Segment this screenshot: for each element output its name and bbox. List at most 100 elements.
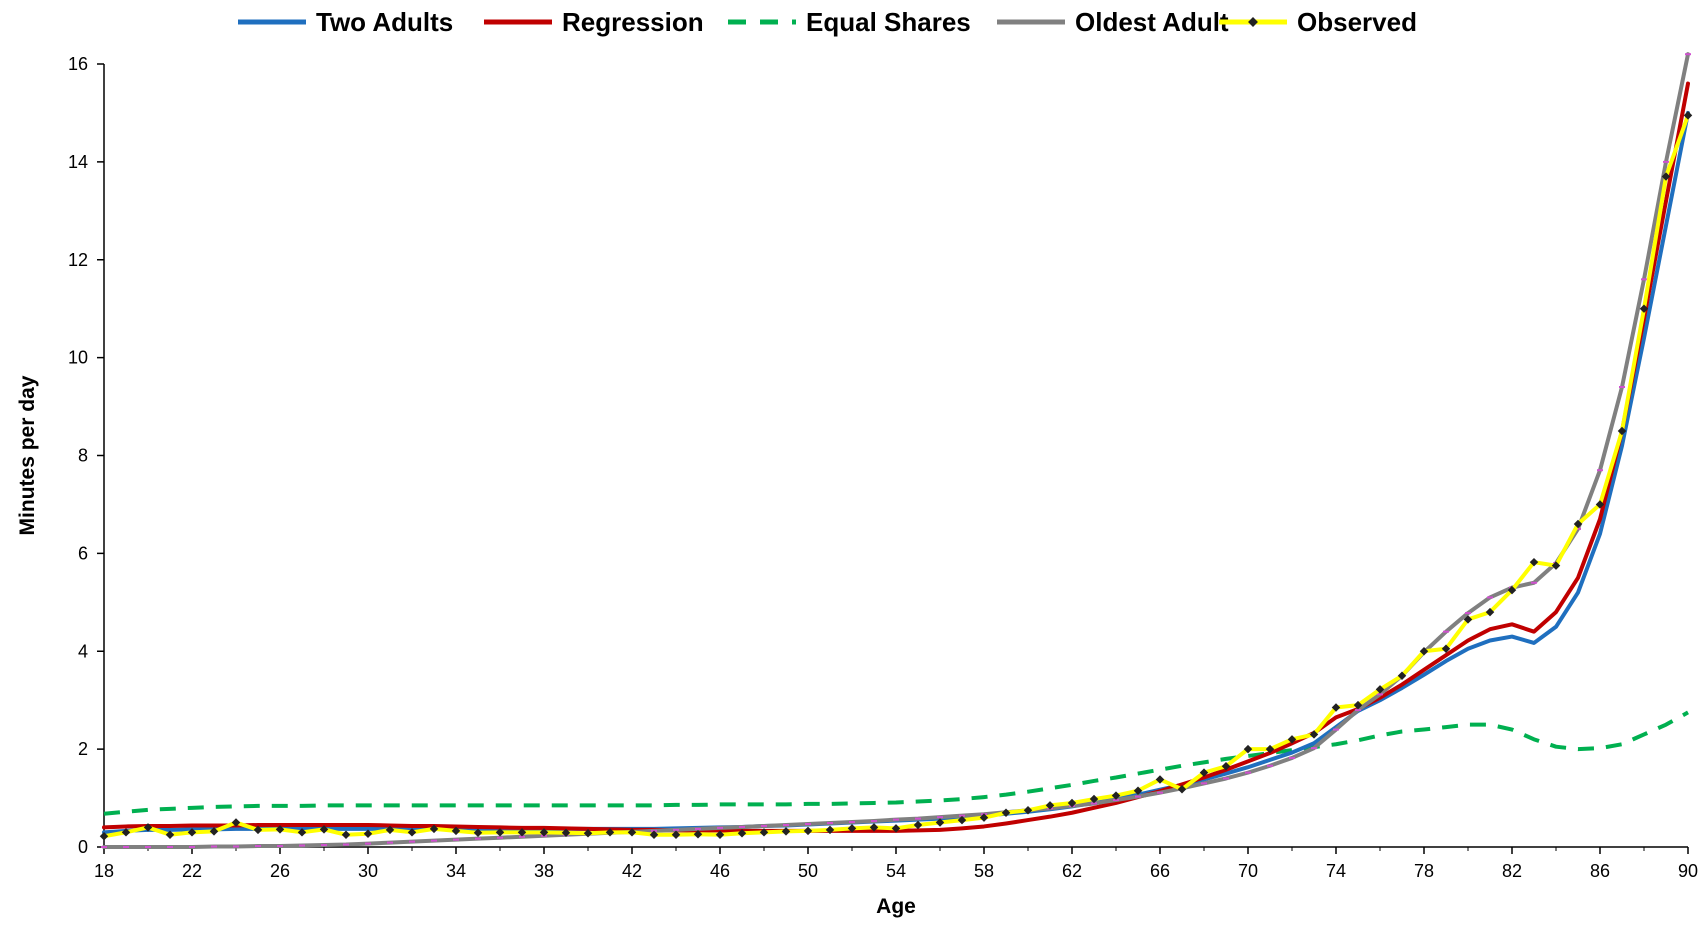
series-point xyxy=(693,830,703,839)
series-point xyxy=(1045,801,1055,810)
series-point xyxy=(847,824,857,833)
series-point xyxy=(1441,644,1451,654)
series-point xyxy=(1177,785,1187,794)
series-point xyxy=(1155,775,1165,784)
x-tick-label: 18 xyxy=(94,861,114,881)
series-point xyxy=(935,818,945,827)
y-tick-label: 6 xyxy=(78,543,88,563)
y-tick-label: 2 xyxy=(78,739,88,759)
series-point xyxy=(913,820,923,830)
series-point xyxy=(1353,700,1363,710)
series-point xyxy=(957,815,967,825)
x-tick-label: 38 xyxy=(534,861,554,881)
series-point xyxy=(1419,647,1429,656)
legend-label: Regression xyxy=(562,7,704,37)
series-point xyxy=(451,826,461,836)
series-point xyxy=(605,828,615,837)
series-point xyxy=(737,829,747,838)
legend-label: Observed xyxy=(1297,7,1417,37)
series-point xyxy=(715,830,725,840)
series-point xyxy=(385,825,395,835)
series-equal-shares xyxy=(103,710,1689,816)
series-point xyxy=(1089,794,1099,804)
y-tick-label: 4 xyxy=(78,641,88,661)
series-point xyxy=(363,829,373,839)
series-point xyxy=(1001,808,1011,817)
series-point xyxy=(1507,585,1517,595)
legend-item-observed: Observed xyxy=(1219,7,1417,37)
series-point xyxy=(517,828,527,837)
series-point xyxy=(1463,615,1473,624)
series-point xyxy=(1485,607,1495,617)
series-observed xyxy=(99,111,1693,841)
y-tick-label: 0 xyxy=(78,837,88,857)
series-two-adults xyxy=(102,110,1690,835)
plot-series xyxy=(99,52,1693,849)
series-point xyxy=(1133,786,1143,795)
series-point xyxy=(473,828,483,838)
series-point xyxy=(671,830,681,840)
series-point xyxy=(407,828,417,837)
x-tick-label: 82 xyxy=(1502,861,1522,881)
x-tick-label: 34 xyxy=(446,861,466,881)
series-point xyxy=(649,830,659,840)
series-point xyxy=(1243,744,1253,754)
series-point xyxy=(1309,730,1319,739)
series-point xyxy=(1529,557,1539,567)
series-point xyxy=(1617,426,1627,436)
series-point xyxy=(1639,304,1649,313)
series-point xyxy=(759,828,769,837)
series-point xyxy=(583,829,593,838)
legend-item-two-adults: Two Adults xyxy=(238,7,453,37)
legend-label: Two Adults xyxy=(316,7,453,37)
y-tick-label: 10 xyxy=(68,348,88,368)
series-point xyxy=(1397,671,1407,680)
series-point xyxy=(1573,519,1583,529)
series-point xyxy=(781,827,791,836)
x-tick-label: 86 xyxy=(1590,861,1610,881)
x-tick-label: 22 xyxy=(182,861,202,881)
x-tick-label: 54 xyxy=(886,861,906,881)
x-tick-label: 70 xyxy=(1238,861,1258,881)
series-point xyxy=(429,824,439,834)
legend-marker xyxy=(1248,17,1258,27)
legend: Two Adults Regression Equal Shares Oldest A… xyxy=(238,7,1417,37)
x-tick-label: 78 xyxy=(1414,861,1434,881)
legend-item-oldest-adult: Oldest Adult xyxy=(997,7,1229,37)
series-point xyxy=(1199,768,1209,777)
series-point xyxy=(1265,744,1275,754)
y-tick-label: 12 xyxy=(68,250,88,270)
x-tick-label: 30 xyxy=(358,861,378,881)
series-line-two-adults xyxy=(102,110,1690,835)
x-tick-label: 66 xyxy=(1150,861,1170,881)
y-tick-label: 8 xyxy=(78,446,88,466)
series-point xyxy=(495,828,505,837)
series-point xyxy=(1067,798,1077,808)
x-tick-label: 46 xyxy=(710,861,730,881)
legend-item-equal-shares: Equal Shares xyxy=(728,7,971,37)
x-tick-label: 42 xyxy=(622,861,642,881)
series-point xyxy=(1111,791,1121,800)
series-point xyxy=(1595,500,1605,509)
y-tick-label: 14 xyxy=(68,152,88,172)
series-point xyxy=(561,828,571,838)
series-point xyxy=(341,830,351,840)
legend-item-regression: Regression xyxy=(484,7,704,37)
x-axis-title: Age xyxy=(876,895,916,918)
legend-label: Oldest Adult xyxy=(1075,7,1229,37)
series-point xyxy=(825,825,835,835)
series-regression xyxy=(102,81,1690,833)
series-point xyxy=(275,825,285,834)
x-tick-label: 74 xyxy=(1326,861,1346,881)
series-point xyxy=(979,813,989,822)
y-axis-title: Minutes per day xyxy=(16,375,39,535)
series-point xyxy=(1023,806,1033,815)
series-point xyxy=(891,824,901,833)
y-tick-label: 16 xyxy=(68,54,88,74)
series-point xyxy=(803,826,813,836)
series-point xyxy=(869,823,879,832)
series-point xyxy=(1331,703,1341,712)
legend-label: Equal Shares xyxy=(806,7,971,37)
series-line-equal-shares xyxy=(103,710,1689,816)
